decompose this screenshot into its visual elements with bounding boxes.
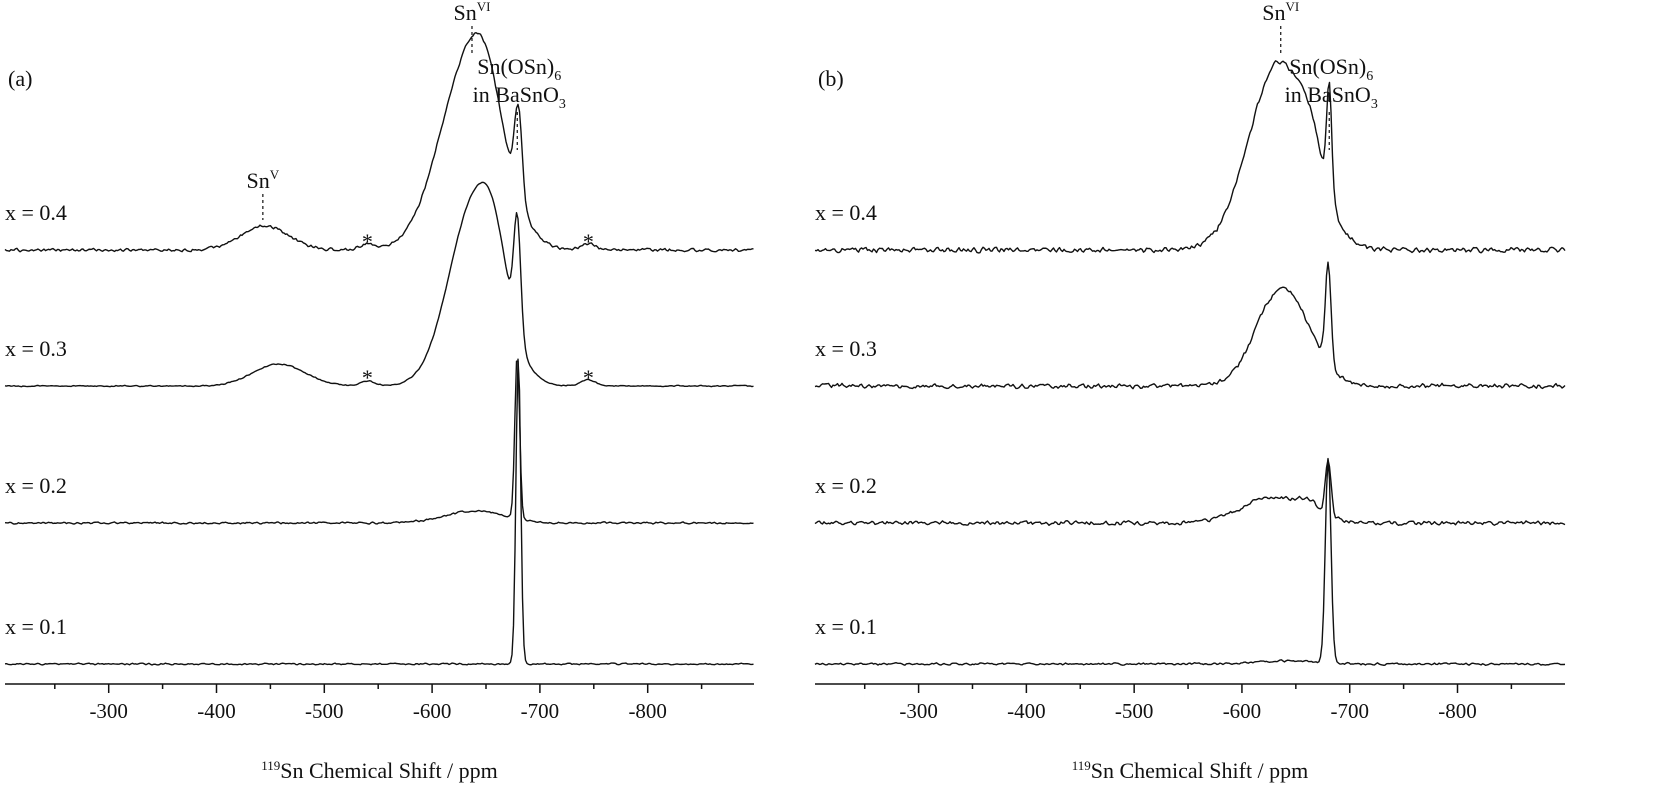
spectrum-trace	[814, 261, 1566, 390]
spectrum-trace	[4, 31, 754, 253]
panel-label: (b)	[818, 66, 844, 91]
series-label: x = 0.2	[5, 473, 67, 498]
asterisk-marker: *	[362, 365, 373, 390]
peak-annotation-line: Sn(OSn)6	[477, 54, 561, 84]
series-label: x = 0.4	[5, 200, 67, 225]
spectrum-trace	[4, 358, 754, 666]
x-tick-label: -400	[197, 699, 236, 723]
series-label: x = 0.4	[815, 200, 877, 225]
asterisk-marker: *	[583, 365, 594, 390]
peak-annotation: SnVI	[1262, 0, 1299, 25]
spectrum-trace	[814, 60, 1566, 254]
x-tick-label: -300	[89, 699, 128, 723]
x-axis-title: 119Sn Chemical Shift / ppm	[1072, 758, 1309, 783]
x-tick-label: -700	[1330, 699, 1369, 723]
x-tick-label: -800	[628, 699, 667, 723]
peak-annotation-line: Sn(OSn)6	[1289, 54, 1373, 84]
series-label: x = 0.3	[5, 336, 67, 361]
x-tick-label: -600	[413, 699, 452, 723]
x-tick-label: -400	[1007, 699, 1046, 723]
peak-annotation: SnVI	[454, 0, 491, 25]
x-tick-label: -500	[1115, 699, 1154, 723]
panel-b: (b) x = 0.4 x = 0.3 x = 0.2 x = 0.1 SnVI Sn(OS…	[814, 0, 1566, 783]
panel-a: (a) x = 0.4 x = 0.3 x = 0.2 x = 0.1 * * * * SnV Sn…	[4, 0, 754, 783]
x-tick-label: -700	[521, 699, 560, 723]
panel-label: (a)	[8, 66, 32, 91]
x-tick-label: -300	[899, 699, 938, 723]
series-label: x = 0.2	[815, 473, 877, 498]
x-axis-title: 119Sn Chemical Shift / ppm	[261, 758, 498, 783]
series-label: x = 0.3	[815, 336, 877, 361]
x-tick-label: -800	[1438, 699, 1477, 723]
spectrum-trace	[814, 458, 1566, 526]
spectrum-trace	[4, 360, 754, 525]
peak-annotation: SnV	[247, 167, 280, 193]
series-label: x = 0.1	[815, 614, 877, 639]
series-label: x = 0.1	[5, 614, 67, 639]
x-tick-label: -600	[1223, 699, 1262, 723]
spectrum-trace	[814, 457, 1566, 666]
asterisk-marker: *	[583, 229, 594, 254]
asterisk-marker: *	[362, 229, 373, 254]
spectrum-trace	[4, 181, 754, 388]
x-tick-label: -500	[305, 699, 344, 723]
